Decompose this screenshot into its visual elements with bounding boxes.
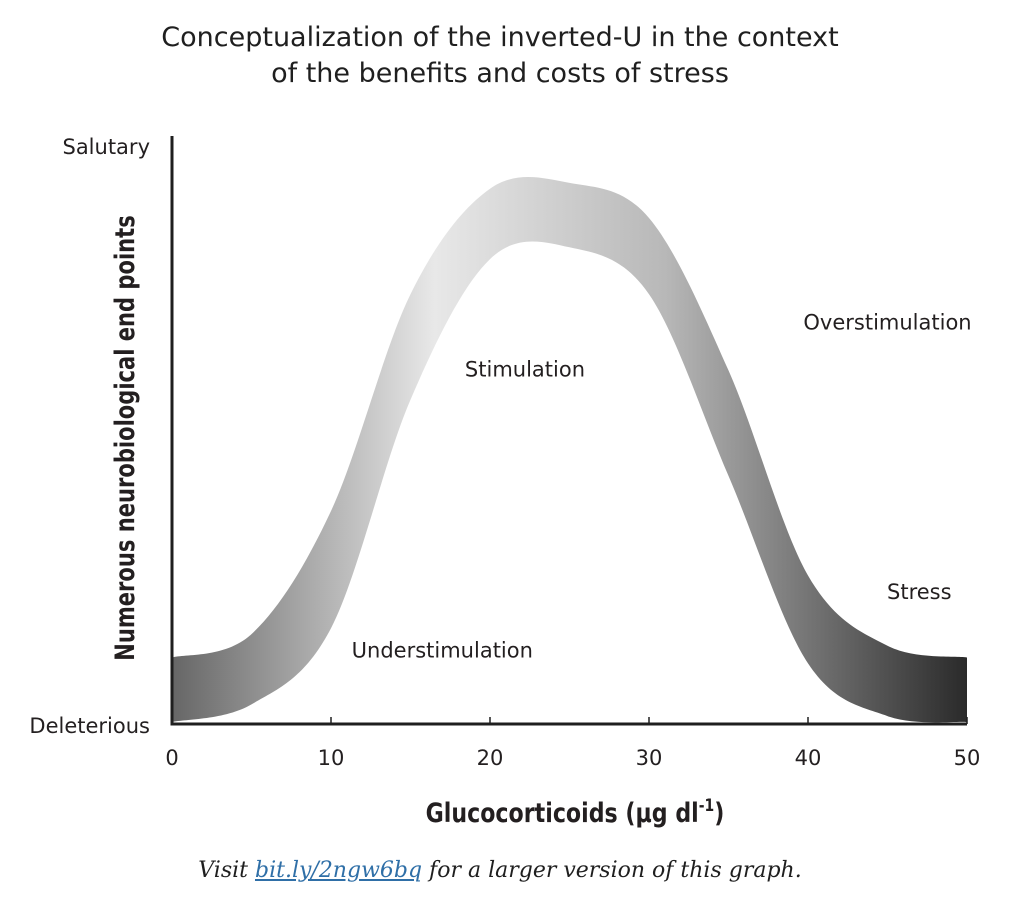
y-bottom-label: Deleterious [29, 714, 150, 738]
band-annotations: Understimulation Stimulation Overstimulati… [352, 310, 972, 662]
x-tick-label-50: 50 [954, 746, 981, 770]
annotation-understimulation: Understimulation [352, 639, 533, 663]
x-axis-label: Glucocorticoids (μg dl-1) [426, 796, 725, 829]
x-axis-tick-labels: 0 10 20 30 40 50 [165, 746, 980, 770]
inverted-u-band [172, 177, 967, 723]
chart-title-line-2: of the benefits and costs of stress [271, 58, 729, 89]
caption-suffix: for a larger version of this graph. [422, 858, 802, 883]
x-tick-label-0: 0 [165, 746, 178, 770]
x-axis-label-close: ) [714, 797, 724, 829]
x-tick-label-10: 10 [318, 746, 345, 770]
larger-version-link[interactable]: bit.ly/2ngw6bq [254, 858, 423, 883]
inverted-u-chart: 0 10 20 30 40 50 Salutary Deleterious Numerou… [29, 135, 980, 829]
annotation-stress: Stress [887, 580, 952, 604]
x-tick-label-30: 30 [636, 746, 663, 770]
x-axis-ticks [330, 717, 968, 724]
x-axis-label-superscript: -1 [699, 796, 714, 816]
annotation-stimulation: Stimulation [465, 357, 585, 381]
caption-prefix: Visit [198, 858, 255, 883]
annotation-overstimulation: Overstimulation [803, 310, 971, 334]
x-axis-label-main: Glucocorticoids (μg dl [426, 797, 699, 829]
y-axis-label: Numerous neurobiological end points [109, 215, 140, 661]
x-tick-label-40: 40 [795, 746, 822, 770]
x-tick-label-20: 20 [477, 746, 504, 770]
chart-title: Conceptualization of the inverted-U in t… [0, 20, 1000, 92]
caption: Visit bit.ly/2ngw6bq for a larger versio… [0, 858, 1000, 883]
chart-title-line-1: Conceptualization of the inverted-U in t… [161, 22, 839, 53]
y-top-label: Salutary [62, 135, 150, 159]
